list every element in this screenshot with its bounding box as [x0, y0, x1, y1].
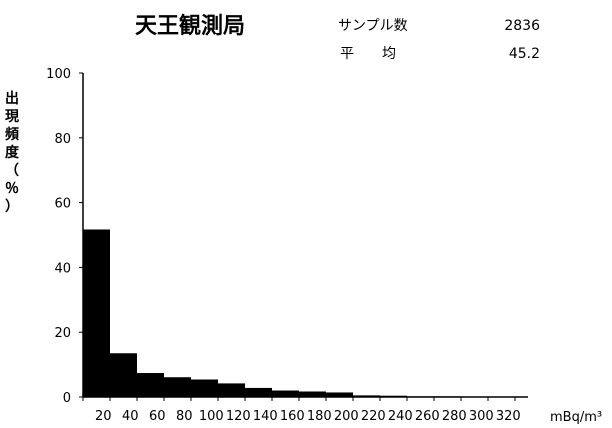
x-tick-label-160: 160	[280, 409, 305, 424]
bar-180	[299, 391, 326, 397]
bar-220	[353, 395, 380, 397]
bar-100	[191, 379, 218, 397]
y-axis-label-char: 出	[5, 90, 19, 107]
sample-count-value: 2836	[504, 18, 540, 34]
mean-label: 平 均	[340, 46, 396, 62]
mean-value: 45.2	[509, 46, 540, 62]
bar-160	[272, 390, 299, 397]
sample-count-label: サンプル数	[338, 18, 408, 34]
bar-20	[83, 229, 110, 397]
bar-60	[137, 373, 164, 397]
x-tick-label-280: 280	[442, 409, 467, 424]
y-axis-label-char: 現	[5, 109, 19, 125]
y-axis-label-char: 頻	[5, 126, 19, 143]
x-tick-label-140: 140	[253, 409, 278, 424]
y-tick-label-80: 80	[54, 132, 71, 147]
x-tick-label-100: 100	[199, 409, 224, 424]
bar-140	[245, 387, 272, 397]
y-axis-label-char: ）	[5, 199, 19, 215]
x-tick-label-80: 80	[176, 409, 193, 424]
x-axis-unit: mBq/m³	[550, 410, 602, 425]
bar-200	[326, 392, 353, 397]
x-tick-label-200: 200	[334, 409, 359, 424]
x-tick-label-240: 240	[388, 409, 413, 424]
x-axis-unit-text: mBq/m³	[550, 410, 602, 425]
y-tick-label-40: 40	[54, 261, 71, 276]
bar-40	[110, 353, 137, 397]
x-tick-label-220: 220	[361, 409, 386, 424]
y-tick-label-0: 0	[63, 391, 71, 406]
x-tick-label-120: 120	[226, 409, 251, 424]
bar-80	[164, 377, 191, 397]
y-tick-label-20: 20	[54, 326, 71, 341]
y-axis-label-char: （	[5, 163, 19, 179]
y-tick-label-60: 60	[54, 197, 71, 212]
x-tick-label-180: 180	[307, 409, 332, 424]
x-tick-label-300: 300	[469, 409, 494, 424]
chart-title: 天王観測局	[135, 13, 245, 39]
x-tick-label-60: 60	[149, 409, 166, 424]
y-axis-label-char: ％	[5, 181, 19, 197]
bar-120	[218, 383, 245, 397]
x-tick-label-320: 320	[496, 409, 521, 424]
y-axis-label-char: 度	[5, 144, 20, 161]
x-tick-label-260: 260	[415, 409, 440, 424]
x-tick-label-40: 40	[122, 409, 139, 424]
x-tick-label-20: 20	[95, 409, 112, 424]
y-tick-label-100: 100	[46, 67, 71, 82]
